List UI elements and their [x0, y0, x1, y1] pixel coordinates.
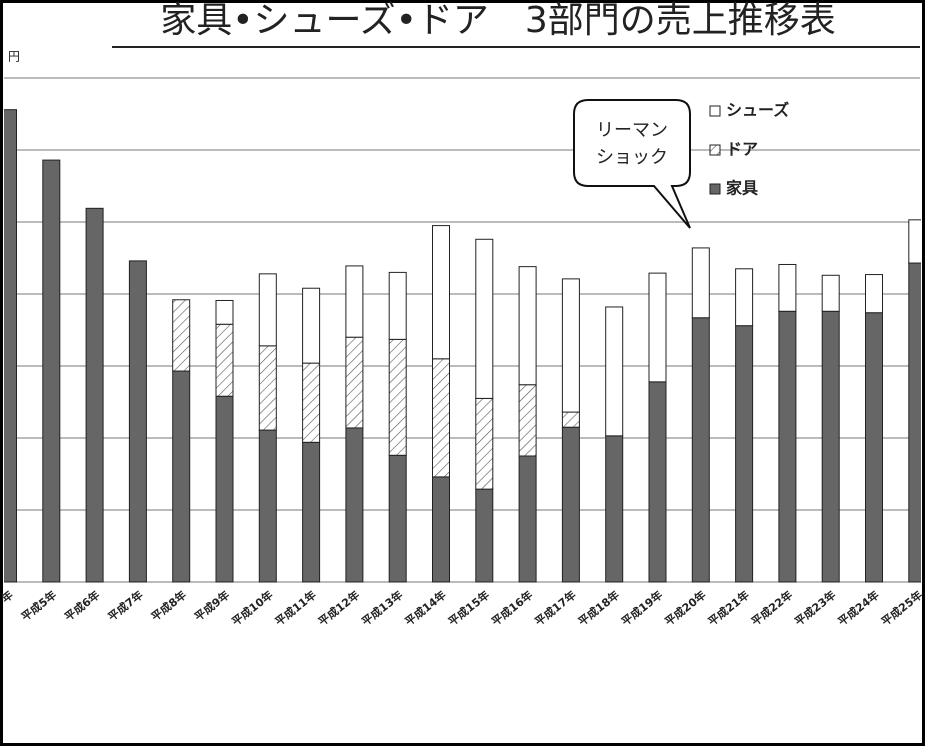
bar-segment	[865, 312, 883, 583]
annotation: リーマン	[596, 120, 668, 141]
x-tick-label: 平成11年	[272, 588, 319, 629]
bar-segment	[735, 325, 754, 583]
bar-segment	[475, 397, 494, 490]
plot	[4, 77, 921, 583]
bar-segment	[302, 441, 321, 583]
legend-label: シューズ	[726, 101, 789, 120]
bar-segment	[85, 207, 104, 583]
bar-segment	[388, 338, 407, 456]
bar-segment	[302, 287, 321, 364]
bar-segment	[561, 426, 580, 583]
x-labels: 年平成5年 平成6年 平成7年 平成8年 平成9年平成10年平成11年平成12年平成13…	[0, 588, 925, 629]
chart-title: 家具•シューズ•ドア 3部門の売上推移表	[160, 0, 836, 41]
bar-segment	[345, 427, 364, 583]
x-tick-label: 平成8年	[148, 588, 189, 624]
bar-segment	[215, 395, 234, 583]
bar-segment	[432, 358, 450, 478]
legend-swatch	[709, 144, 721, 156]
bar-segment	[42, 159, 61, 583]
annotation: ショック	[596, 147, 668, 168]
bar-segment	[432, 225, 450, 360]
bar-segment	[561, 278, 580, 413]
bar-segment	[605, 435, 624, 583]
legend-swatch	[709, 183, 721, 195]
x-tick-label: 平成25年	[878, 588, 925, 629]
x-tick-label: 平成21年	[705, 588, 752, 629]
bar-segment	[518, 384, 537, 457]
bar-segment	[778, 263, 797, 312]
bar-segment	[648, 381, 667, 583]
x-tick-label: 平成23年	[792, 588, 839, 629]
bar-segment	[388, 454, 407, 583]
bar-segment	[518, 455, 537, 583]
bar-segment	[908, 219, 921, 264]
bar-segment	[821, 274, 840, 312]
x-tick-label: 平成13年	[359, 588, 406, 629]
bar-segment	[172, 370, 191, 583]
legend-label: ドア	[726, 140, 758, 159]
bar-segment	[475, 238, 494, 399]
x-tick-label: 平成24年	[835, 588, 882, 629]
bar-segment	[735, 268, 754, 327]
bar-segment	[345, 265, 364, 338]
x-tick-label: 平成6年	[62, 588, 103, 624]
x-tick-label: 平成10年	[229, 588, 276, 629]
x-tick-label: 平成19年	[619, 588, 666, 629]
callout-bubble	[573, 99, 691, 229]
y-unit: 円	[8, 50, 20, 64]
bar-segment	[172, 299, 191, 372]
bar-segment	[215, 323, 234, 397]
bar-segment	[432, 476, 450, 583]
bar-segment	[821, 310, 840, 583]
bar-segment	[258, 345, 277, 431]
bar-segment	[691, 317, 710, 583]
bar-segment	[648, 272, 667, 383]
x-tick-label: 平成18年	[575, 588, 622, 629]
bar-segment	[778, 310, 797, 583]
bar-segment	[561, 411, 580, 428]
x-tick-label: 平成22年	[748, 588, 795, 629]
bar-segment	[518, 266, 537, 386]
bar-segment	[865, 274, 883, 314]
bar-segment	[605, 306, 624, 437]
x-tick-label: 平成15年	[445, 588, 492, 629]
x-tick-label: 平成9年	[192, 588, 233, 624]
x-tick-label: 平成16年	[489, 588, 536, 629]
bar-segment	[215, 299, 234, 325]
legend-swatch	[709, 105, 721, 117]
bar-segment	[258, 273, 277, 347]
x-tick-label: 平成14年	[402, 588, 449, 629]
x-tick-label: 平成20年	[662, 588, 709, 629]
bar-segment	[388, 271, 407, 340]
bar-segment	[475, 488, 494, 583]
x-tick-label: 平成17年	[532, 588, 579, 629]
x-tick-label: 平成5年	[18, 588, 59, 624]
callout: リーマン ショック	[573, 99, 691, 229]
x-tick-label: 平成7年	[105, 588, 146, 624]
bar-segment	[345, 336, 364, 429]
bar-segment	[4, 109, 17, 583]
bar-segment	[302, 362, 321, 443]
bar-segment	[128, 260, 147, 583]
bar-segment	[258, 429, 277, 583]
legend-label: 家具	[726, 179, 758, 198]
x-tick-label: 平成12年	[315, 588, 362, 629]
bar-segment	[691, 247, 710, 319]
